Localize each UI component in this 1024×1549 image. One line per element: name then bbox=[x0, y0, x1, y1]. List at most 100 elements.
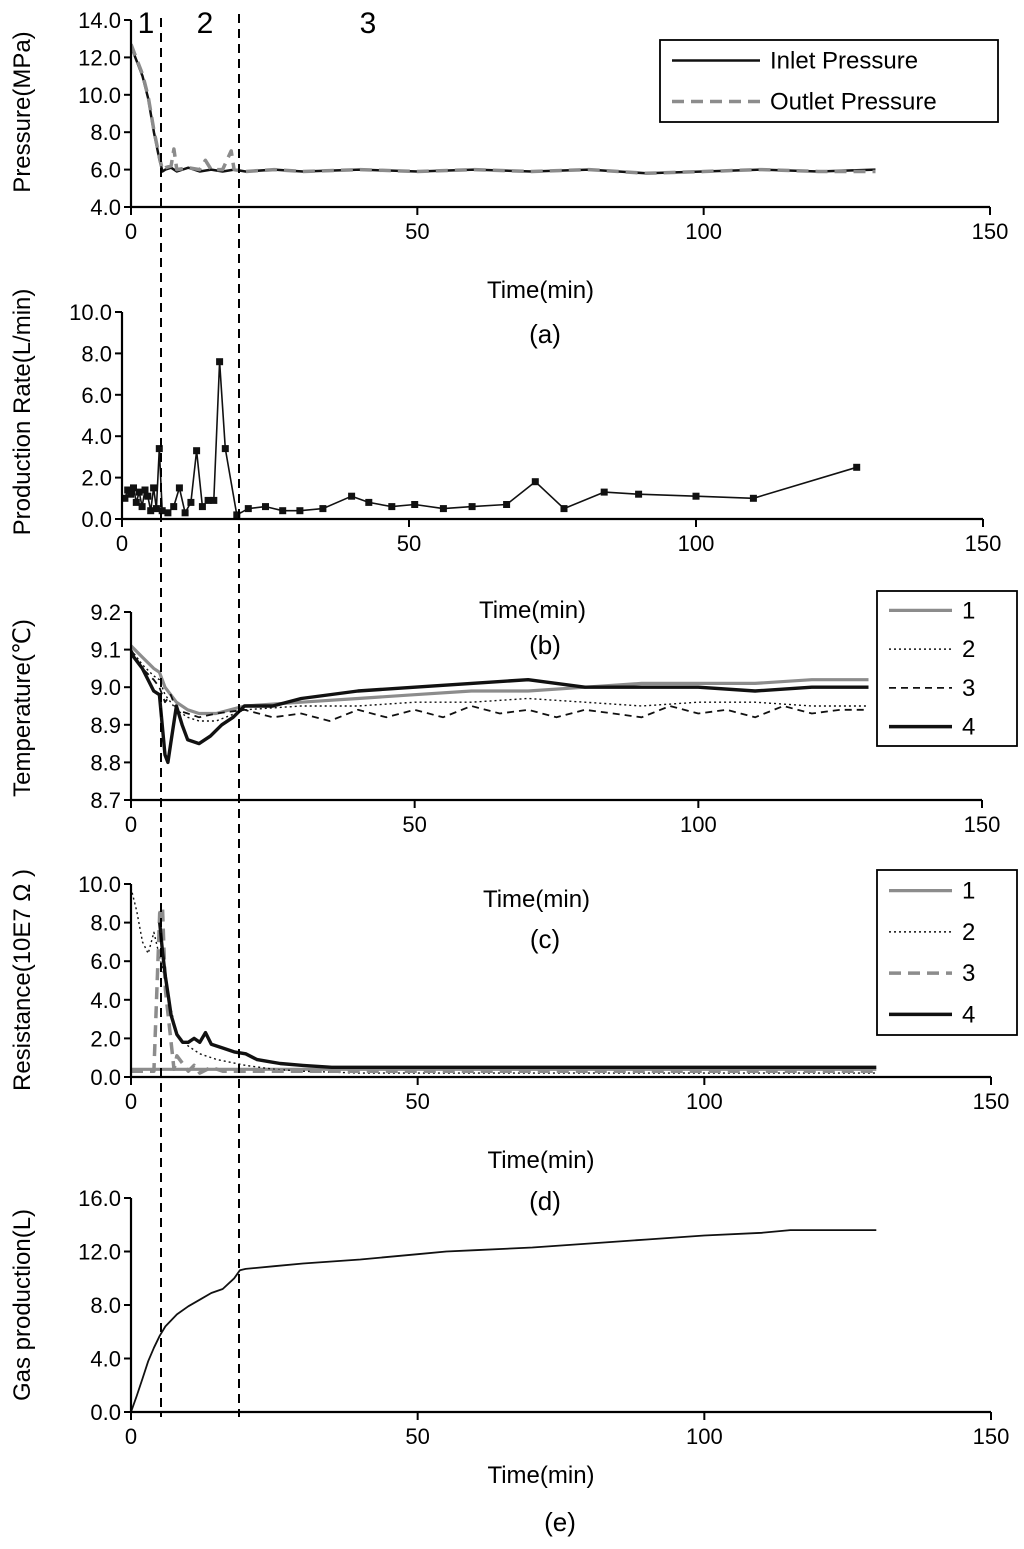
data-point-b bbox=[692, 492, 700, 500]
x-tick-label: 100 bbox=[678, 531, 715, 556]
data-point-b bbox=[170, 503, 178, 511]
series-line-d-3 bbox=[131, 905, 877, 1075]
data-point-b bbox=[279, 507, 287, 515]
legend-label: 3 bbox=[962, 675, 975, 702]
y-tick-label: 2.0 bbox=[81, 466, 112, 491]
legend-label: 2 bbox=[962, 919, 975, 946]
series-line-b-1 bbox=[124, 360, 857, 516]
y-axis-label-b: Production Rate(L/min) bbox=[9, 289, 36, 536]
y-tick-label: 9.2 bbox=[90, 600, 121, 625]
series-line-d-2 bbox=[131, 887, 877, 1074]
data-point-b bbox=[262, 503, 269, 511]
data-point-b bbox=[121, 494, 129, 502]
data-point-b bbox=[531, 478, 539, 486]
x-tick-label: 150 bbox=[972, 219, 1009, 244]
data-point-b bbox=[439, 505, 447, 513]
panel-d: 0 50 100 150 0.0 2.0 4.0 6.0 8.0 10.0 Time(min) Res… bbox=[9, 869, 1018, 1216]
x-tick-label: 150 bbox=[964, 812, 1001, 837]
data-point-b bbox=[221, 445, 229, 453]
y-axis-label-e: Gas production(L) bbox=[9, 1209, 36, 1401]
legend-label: 1 bbox=[962, 878, 975, 905]
series-line-e-1 bbox=[131, 1229, 877, 1413]
y-tick-label: 8.0 bbox=[90, 911, 121, 936]
y-tick-label: 10.0 bbox=[78, 83, 121, 108]
legend-label: 4 bbox=[962, 714, 975, 741]
x-tick-label: 100 bbox=[685, 219, 722, 244]
panel-caption-e: (e) bbox=[544, 1507, 576, 1537]
y-axis-label-a: Pressure(MPa) bbox=[9, 31, 36, 192]
stage-label-1: 1 bbox=[138, 7, 155, 40]
x-tick-label: 100 bbox=[680, 812, 717, 837]
legend-label: 3 bbox=[962, 960, 975, 987]
y-tick-label: 10.0 bbox=[69, 300, 112, 325]
x-tick-label: 50 bbox=[402, 812, 426, 837]
data-point-b bbox=[635, 490, 643, 498]
data-point-b bbox=[187, 498, 195, 506]
data-point-b bbox=[244, 505, 252, 513]
data-point-b bbox=[193, 447, 201, 455]
data-point-b bbox=[155, 445, 163, 453]
y-tick-label: 8.8 bbox=[90, 750, 121, 775]
y-tick-label: 9.0 bbox=[90, 675, 121, 700]
panel-caption-c: (c) bbox=[530, 924, 560, 954]
x-axis-label-a: Time(min) bbox=[487, 277, 594, 304]
y-tick-label: 14.0 bbox=[78, 8, 121, 33]
data-point-b bbox=[348, 492, 356, 500]
series-line-c-4 bbox=[131, 652, 869, 765]
x-axis-label-c: Time(min) bbox=[483, 886, 590, 913]
data-point-b bbox=[210, 496, 218, 504]
data-point-b bbox=[181, 509, 189, 517]
y-tick-label: 8.0 bbox=[81, 341, 112, 366]
x-tick-label: 50 bbox=[405, 1424, 429, 1449]
series-line-c-1 bbox=[131, 644, 869, 716]
x-tick-label: 0 bbox=[125, 1089, 137, 1114]
x-tick-label: 100 bbox=[686, 1089, 723, 1114]
data-point-b bbox=[365, 498, 373, 506]
data-point-b bbox=[138, 503, 146, 511]
y-tick-label: 16.0 bbox=[78, 1186, 121, 1211]
y-tick-label: 10.0 bbox=[78, 872, 121, 897]
data-point-b bbox=[135, 488, 143, 496]
data-point-b bbox=[503, 501, 511, 508]
x-axis-label-b: Time(min) bbox=[479, 597, 586, 624]
series-line-a-2 bbox=[131, 43, 876, 176]
y-tick-label: 4.0 bbox=[90, 195, 121, 220]
data-point-b bbox=[468, 503, 476, 511]
x-tick-label: 100 bbox=[686, 1424, 723, 1449]
y-tick-label: 12.0 bbox=[78, 1240, 121, 1265]
data-point-b bbox=[198, 503, 206, 511]
x-tick-label: 150 bbox=[965, 531, 1002, 556]
data-point-b bbox=[319, 505, 327, 513]
y-tick-label: 8.0 bbox=[90, 1293, 121, 1318]
legend-a: Inlet Pressure Outlet Pressure bbox=[659, 39, 999, 123]
data-point-b bbox=[411, 501, 419, 508]
y-tick-label: 0.0 bbox=[81, 507, 112, 532]
y-tick-label: 4.0 bbox=[90, 1347, 121, 1372]
data-point-b bbox=[144, 492, 152, 500]
x-axis-label-d: Time(min) bbox=[487, 1147, 594, 1174]
panel-b: 0 50 100 150 0.0 2.0 4.0 6.0 8.0 10.0 Time(min) Pro… bbox=[9, 289, 1001, 660]
stage-label-3: 3 bbox=[360, 7, 377, 40]
data-point-b bbox=[141, 486, 149, 494]
panel-caption-d: (d) bbox=[529, 1186, 561, 1216]
x-tick-label: 0 bbox=[116, 531, 128, 556]
x-tick-label: 0 bbox=[125, 1424, 137, 1449]
data-point-b bbox=[749, 494, 757, 502]
data-point-b bbox=[388, 503, 396, 511]
data-point-b bbox=[130, 484, 137, 492]
y-tick-label: 6.0 bbox=[90, 949, 121, 974]
y-tick-label: 12.0 bbox=[78, 45, 121, 70]
series-line-d-4 bbox=[158, 922, 877, 1070]
data-point-b bbox=[600, 488, 608, 496]
panel-caption-b: (b) bbox=[529, 630, 561, 660]
y-tick-label: 4.0 bbox=[81, 424, 112, 449]
panel-caption-a: (a) bbox=[529, 319, 561, 349]
legend-label: 4 bbox=[962, 1001, 975, 1028]
y-tick-label: 6.0 bbox=[81, 383, 112, 408]
y-tick-label: 2.0 bbox=[90, 1026, 121, 1051]
y-axis-label-d: Resistance(10E7 Ω ) bbox=[9, 869, 36, 1091]
y-tick-label: 4.0 bbox=[90, 988, 121, 1013]
panel-c: 0 50 100 150 8.7 8.8 8.9 9.0 9.1 9.2 Time(min) Temp… bbox=[9, 590, 1018, 954]
y-tick-label: 8.9 bbox=[90, 713, 121, 738]
